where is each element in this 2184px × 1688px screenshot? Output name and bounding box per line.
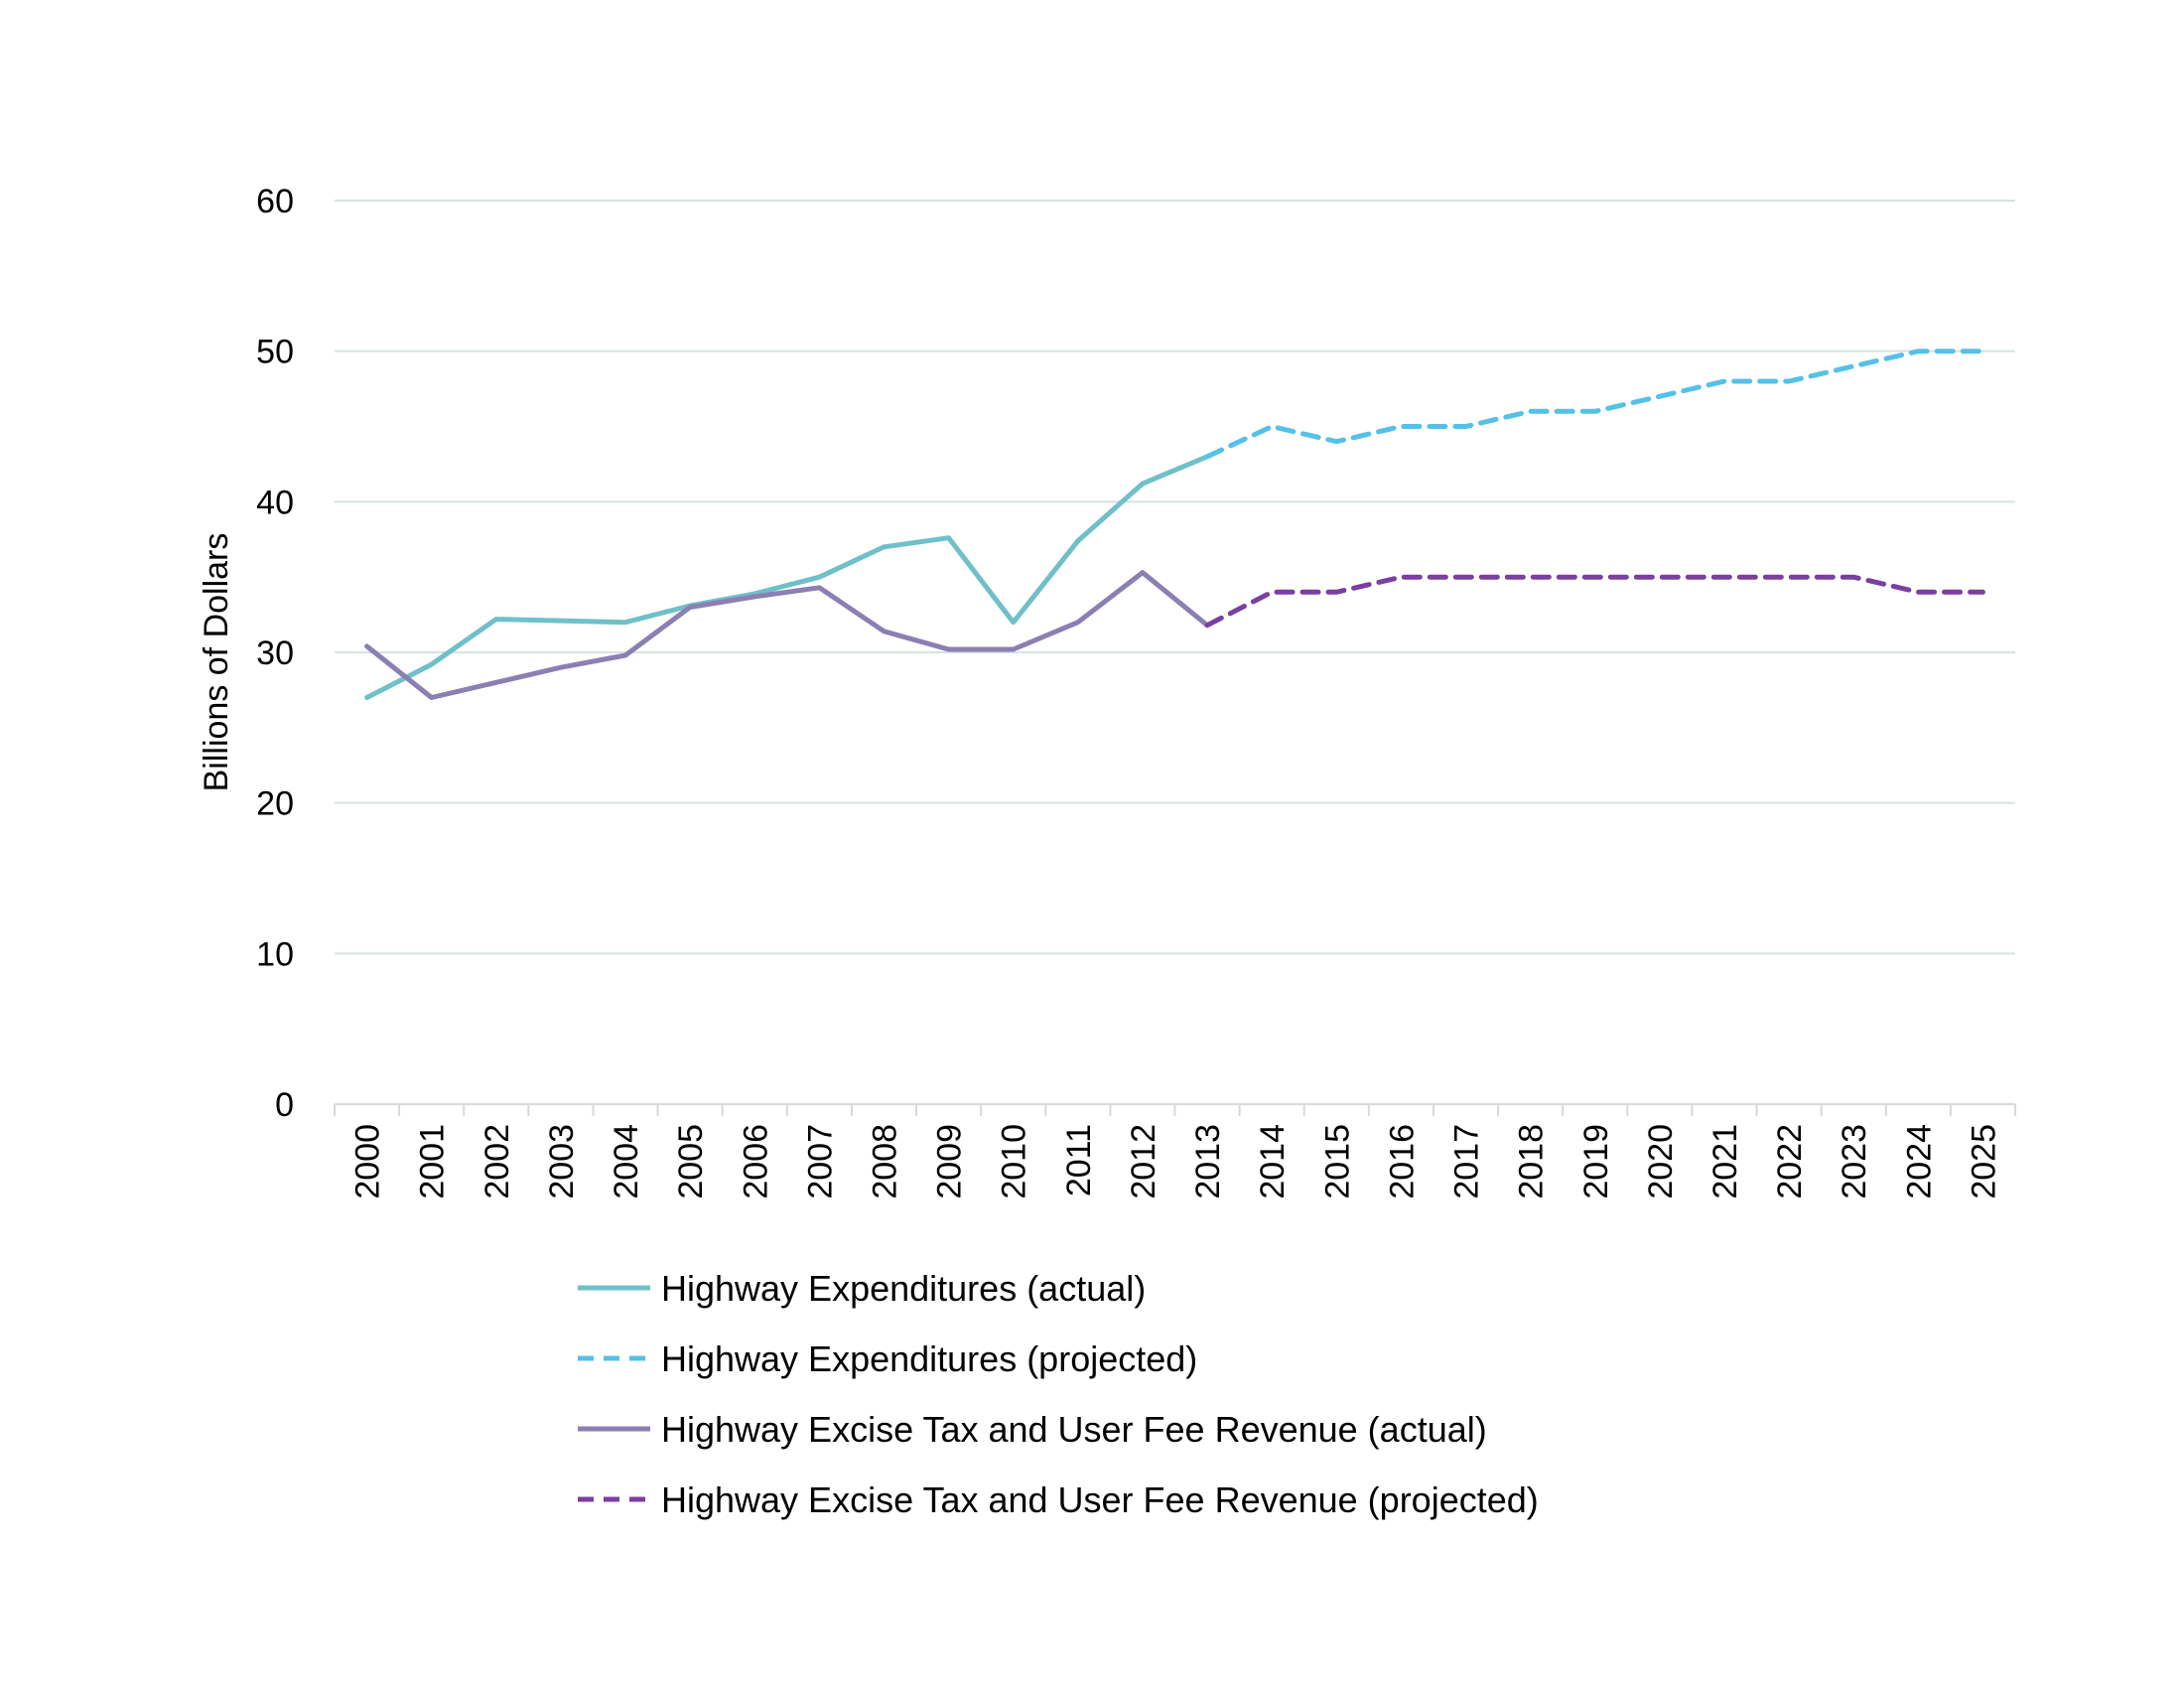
x-tick-label: 2019 <box>1577 1124 1615 1199</box>
x-tick-label: 2012 <box>1125 1124 1162 1199</box>
y-tick-label: 50 <box>256 334 294 371</box>
x-tick-label: 2003 <box>543 1124 581 1199</box>
x-tick-label: 2021 <box>1706 1124 1744 1199</box>
series-line-4 <box>1204 574 1985 629</box>
y-tick-label: 10 <box>256 935 294 973</box>
x-tick-label: 2014 <box>1254 1124 1292 1199</box>
x-tick-label: 2000 <box>349 1124 387 1199</box>
legend-label: Highway Excise Tax and User Fee Revenue … <box>661 1409 1487 1450</box>
x-tick-label: 2004 <box>608 1124 645 1199</box>
x-tick-label: 2022 <box>1771 1124 1809 1199</box>
x-tick-label: 2006 <box>737 1124 774 1199</box>
y-axis-title: Billions of Dollars <box>198 533 235 792</box>
y-tick-label: 40 <box>256 484 294 521</box>
x-axis-tick-labels: 2000 2001 2002 2003 2004 2005 2006 2007 2008 2009… <box>334 1104 2016 1199</box>
x-tick-label: 2015 <box>1318 1124 1356 1199</box>
series-line-2 <box>1204 349 1985 460</box>
x-tick-label: 2005 <box>672 1124 710 1199</box>
x-tick-label: 2020 <box>1642 1124 1680 1199</box>
series-line-3 <box>364 570 1210 700</box>
legend: Highway Expenditures (actual) Highway Exp… <box>578 1268 1539 1520</box>
x-tick-label: 2016 <box>1383 1124 1421 1199</box>
x-tick-label: 2025 <box>1965 1124 2002 1199</box>
y-axis-tick-labels: 0 10 20 30 40 50 60 <box>256 183 294 1124</box>
x-tick-label: 2001 <box>414 1124 452 1199</box>
x-tick-label: 2011 <box>1060 1124 1098 1196</box>
x-tick-label: 2002 <box>478 1124 516 1199</box>
series-lines <box>364 349 1985 700</box>
y-tick-label: 60 <box>256 183 294 220</box>
legend-label: Highway Excise Tax and User Fee Revenue … <box>661 1479 1539 1520</box>
x-tick-label: 2010 <box>996 1124 1033 1199</box>
legend-label: Highway Expenditures (actual) <box>661 1268 1146 1309</box>
x-tick-label: 2017 <box>1448 1124 1486 1199</box>
x-tick-label: 2008 <box>866 1124 903 1199</box>
series-line-1 <box>364 454 1210 700</box>
x-tick-label: 2018 <box>1513 1124 1551 1199</box>
y-tick-label: 0 <box>275 1086 294 1124</box>
x-tick-label: 2013 <box>1189 1124 1227 1199</box>
x-tick-label: 2007 <box>801 1124 839 1199</box>
x-tick-label: 2024 <box>1900 1124 1938 1199</box>
legend-label: Highway Expenditures (projected) <box>661 1338 1197 1379</box>
x-tick-label: 2023 <box>1836 1124 1873 1199</box>
x-tick-label: 2009 <box>931 1124 969 1199</box>
y-tick-label: 20 <box>256 785 294 823</box>
y-tick-label: 30 <box>256 634 294 672</box>
gridlines <box>335 200 2015 1105</box>
